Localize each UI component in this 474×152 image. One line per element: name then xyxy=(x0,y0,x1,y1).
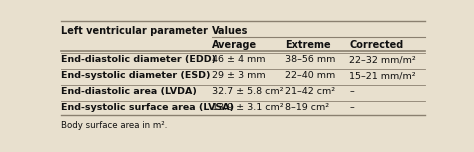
Text: 21–42 cm²: 21–42 cm² xyxy=(285,87,335,96)
Text: Left ventricular parameter: Left ventricular parameter xyxy=(61,26,208,36)
Text: End-diastolic diameter (EDD): End-diastolic diameter (EDD) xyxy=(61,55,216,64)
Text: Extreme: Extreme xyxy=(285,40,331,50)
Text: 29 ± 3 mm: 29 ± 3 mm xyxy=(212,71,265,80)
Text: 38–56 mm: 38–56 mm xyxy=(285,55,336,64)
Text: 13.9 ± 3.1 cm²: 13.9 ± 3.1 cm² xyxy=(212,103,283,112)
Text: 22–32 mm/m²: 22–32 mm/m² xyxy=(349,55,416,64)
Text: Body surface area in m².: Body surface area in m². xyxy=(61,121,167,130)
Text: –: – xyxy=(349,103,354,112)
Text: End-systolic surface area (LVSA): End-systolic surface area (LVSA) xyxy=(61,103,234,112)
Text: End-diastolic area (LVDA): End-diastolic area (LVDA) xyxy=(61,87,197,96)
Text: 46 ± 4 mm: 46 ± 4 mm xyxy=(212,55,265,64)
Text: Values: Values xyxy=(212,26,248,36)
Text: 32.7 ± 5.8 cm²: 32.7 ± 5.8 cm² xyxy=(212,87,283,96)
Text: –: – xyxy=(349,87,354,96)
Text: Corrected: Corrected xyxy=(349,40,404,50)
Text: 8–19 cm²: 8–19 cm² xyxy=(285,103,329,112)
Text: 22–40 mm: 22–40 mm xyxy=(285,71,336,80)
Text: Average: Average xyxy=(212,40,257,50)
Text: 15–21 mm/m²: 15–21 mm/m² xyxy=(349,71,416,80)
Text: End-systolic diameter (ESD): End-systolic diameter (ESD) xyxy=(61,71,210,80)
